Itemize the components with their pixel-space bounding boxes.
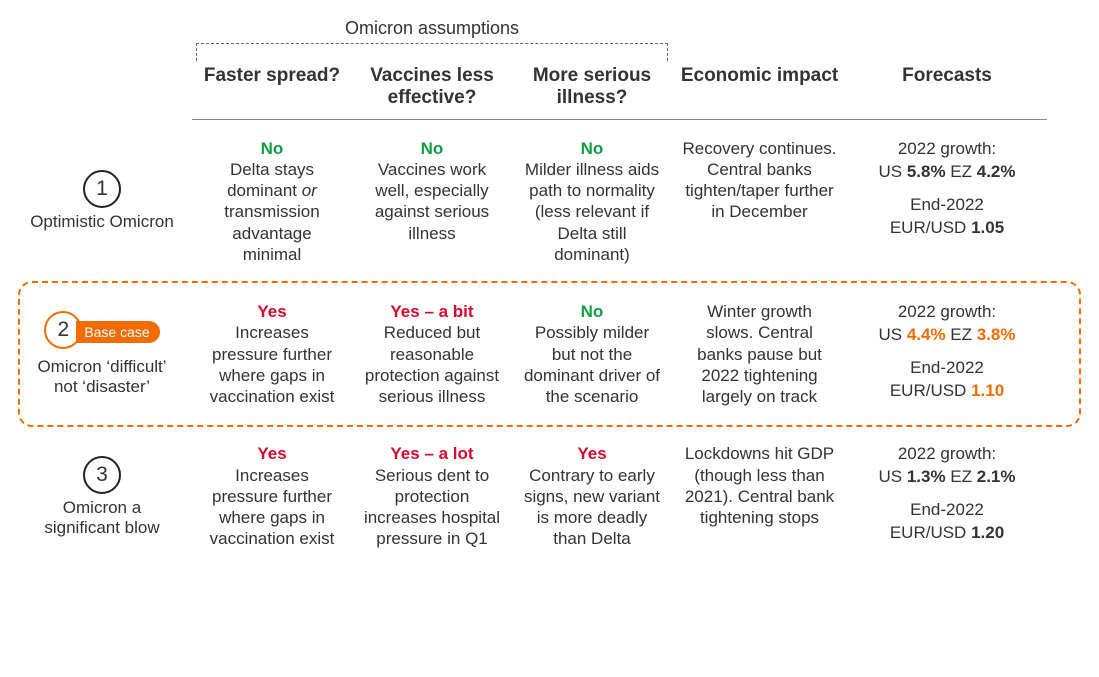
row-2-col-faster-spread: Yes Increases pressure further where gap… — [192, 283, 352, 425]
growth-label: 2022 growth: — [857, 138, 1037, 161]
fx-label: End-2022 — [857, 499, 1037, 522]
row-3-col-economic: Lockdowns hit GDP (though less than 2021… — [672, 425, 847, 567]
row-1-col-illness: No Milder illness aids path to normality… — [512, 120, 672, 284]
row-2-forecasts: 2022 growth: US 4.4% EZ 3.8% End-2022 EU… — [847, 283, 1047, 425]
desc: Vaccines work well, especially against s… — [362, 159, 502, 244]
flag: Yes — [202, 443, 342, 464]
row-2-label: 2 Base case Omicron ‘difficult’ not ‘dis… — [12, 283, 192, 425]
group-bracket — [196, 43, 668, 61]
row-3-title: Omicron a significant blow — [26, 498, 178, 538]
flag: No — [522, 301, 662, 322]
row-2-col-economic: Winter growth slows. Central banks pause… — [672, 283, 847, 425]
desc: Possibly milder but not the dominant dri… — [522, 322, 662, 407]
row-2-col-vaccines: Yes – a bit Reduced but reasonable prote… — [352, 283, 512, 425]
flag: Yes – a bit — [362, 301, 502, 322]
desc: Recovery continues. Central banks tighte… — [682, 138, 837, 223]
desc: Contrary to early signs, new variant is … — [522, 465, 662, 550]
flag: Yes — [522, 443, 662, 464]
row-3-col-faster-spread: Yes Increases pressure further where gap… — [192, 425, 352, 567]
flag: Yes – a lot — [362, 443, 502, 464]
desc: Serious dent to protection increases hos… — [362, 465, 502, 550]
row-1-title: Optimistic Omicron — [30, 212, 174, 232]
desc: Winter growth slows. Central banks pause… — [682, 301, 837, 407]
fx-label: End-2022 — [857, 357, 1037, 380]
row-3-col-vaccines: Yes – a lot Serious dent to protection i… — [352, 425, 512, 567]
flag: No — [522, 138, 662, 159]
fx-value: EUR/USD 1.05 — [857, 217, 1037, 240]
fx-value: EUR/USD 1.20 — [857, 522, 1037, 545]
fx-label: End-2022 — [857, 194, 1037, 217]
header-col-economic: Economic impact — [672, 61, 847, 120]
row-3-col-illness: Yes Contrary to early signs, new variant… — [512, 425, 672, 567]
row-3-label: 3 Omicron a significant blow — [12, 425, 192, 567]
header-col-vaccines: Vaccines less effective? — [352, 61, 512, 120]
growth-values: US 5.8% EZ 4.2% — [857, 161, 1037, 184]
group-label: Omicron assumptions — [192, 18, 672, 43]
row-1-col-economic: Recovery continues. Central banks tighte… — [672, 120, 847, 284]
row-1-label: 1 Optimistic Omicron — [12, 120, 192, 284]
header-blank — [12, 61, 192, 120]
fx-value: EUR/USD 1.10 — [857, 380, 1037, 403]
desc: Delta stays dominant or transmission adv… — [202, 159, 342, 265]
growth-values: US 1.3% EZ 2.1% — [857, 466, 1037, 489]
row-3-forecasts: 2022 growth: US 1.3% EZ 2.1% End-2022 EU… — [847, 425, 1047, 567]
growth-label: 2022 growth: — [857, 301, 1037, 324]
row-2-title: Omicron ‘difficult’ not ‘disaster’ — [26, 357, 178, 397]
desc: Milder illness aids path to normality (l… — [522, 159, 662, 265]
header-col-faster-spread: Faster spread? — [192, 61, 352, 120]
base-case-badge: Base case — [76, 321, 159, 343]
header-col-forecasts: Forecasts — [847, 61, 1047, 120]
desc: Lockdowns hit GDP (though less than 2021… — [682, 443, 837, 528]
growth-values: US 4.4% EZ 3.8% — [857, 324, 1037, 347]
flag: No — [362, 138, 502, 159]
desc: Increases pressure further where gaps in… — [202, 465, 342, 550]
row-2-col-illness: No Possibly milder but not the dominant … — [512, 283, 672, 425]
desc: Reduced but reasonable protection agains… — [362, 322, 502, 407]
row-1-forecasts: 2022 growth: US 5.8% EZ 4.2% End-2022 EU… — [847, 120, 1047, 284]
row-1-col-vaccines: No Vaccines work well, especially agains… — [352, 120, 512, 284]
row-1-col-faster-spread: No Delta stays dominant or transmission … — [192, 120, 352, 284]
row-3-number-icon: 3 — [83, 456, 121, 494]
scenario-table: Omicron assumptions Faster spread? Vacci… — [12, 18, 1087, 568]
flag: No — [202, 138, 342, 159]
desc: Increases pressure further where gaps in… — [202, 322, 342, 407]
row-1-number-icon: 1 — [83, 170, 121, 208]
growth-label: 2022 growth: — [857, 443, 1037, 466]
header-col-illness: More serious illness? — [512, 61, 672, 120]
flag: Yes — [202, 301, 342, 322]
